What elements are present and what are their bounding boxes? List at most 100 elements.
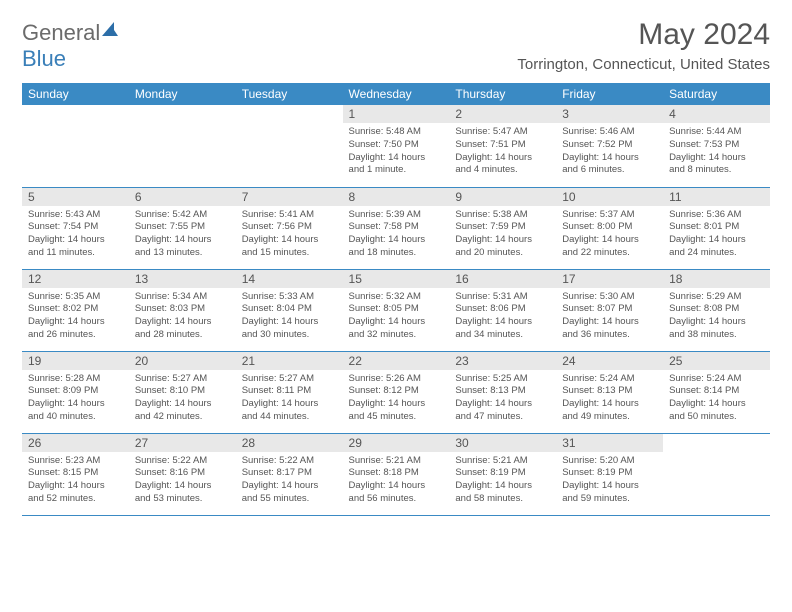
daylight-line: Daylight: 14 hours and 42 minutes. [135, 398, 230, 424]
day-number: 23 [449, 352, 556, 370]
day-number: 16 [449, 270, 556, 288]
day-data: Sunrise: 5:47 AMSunset: 7:51 PMDaylight:… [449, 123, 556, 181]
day-number: 13 [129, 270, 236, 288]
day-number: 4 [663, 105, 770, 123]
sunrise-line: Sunrise: 5:29 AM [669, 291, 764, 304]
sunset-line: Sunset: 8:00 PM [562, 221, 657, 234]
daylight-line: Daylight: 14 hours and 58 minutes. [455, 480, 550, 506]
sunset-line: Sunset: 7:52 PM [562, 139, 657, 152]
sunset-line: Sunset: 8:05 PM [349, 303, 444, 316]
day-data: Sunrise: 5:21 AMSunset: 8:19 PMDaylight:… [449, 452, 556, 510]
sunset-line: Sunset: 8:19 PM [562, 467, 657, 480]
sunrise-line: Sunrise: 5:24 AM [669, 373, 764, 386]
calendar-row: 19Sunrise: 5:28 AMSunset: 8:09 PMDayligh… [22, 351, 770, 433]
sunrise-line: Sunrise: 5:46 AM [562, 126, 657, 139]
calendar-cell: 16Sunrise: 5:31 AMSunset: 8:06 PMDayligh… [449, 269, 556, 351]
day-data: Sunrise: 5:33 AMSunset: 8:04 PMDaylight:… [236, 288, 343, 346]
daylight-line: Daylight: 14 hours and 36 minutes. [562, 316, 657, 342]
sunrise-line: Sunrise: 5:43 AM [28, 209, 123, 222]
calendar-cell: 2Sunrise: 5:47 AMSunset: 7:51 PMDaylight… [449, 105, 556, 187]
day-data: Sunrise: 5:27 AMSunset: 8:10 PMDaylight:… [129, 370, 236, 428]
daylight-line: Daylight: 14 hours and 32 minutes. [349, 316, 444, 342]
brand-text: General Blue [22, 18, 120, 72]
day-number: 31 [556, 434, 663, 452]
calendar-cell: 30Sunrise: 5:21 AMSunset: 8:19 PMDayligh… [449, 433, 556, 515]
sunset-line: Sunset: 8:01 PM [669, 221, 764, 234]
daylight-line: Daylight: 14 hours and 40 minutes. [28, 398, 123, 424]
day-number: 18 [663, 270, 770, 288]
day-number: 14 [236, 270, 343, 288]
day-number: 5 [22, 188, 129, 206]
weekday-header: Monday [129, 83, 236, 105]
day-data: Sunrise: 5:26 AMSunset: 8:12 PMDaylight:… [343, 370, 450, 428]
daylight-line: Daylight: 14 hours and 1 minute. [349, 152, 444, 178]
weekday-header: Wednesday [343, 83, 450, 105]
day-number: 10 [556, 188, 663, 206]
day-data: Sunrise: 5:42 AMSunset: 7:55 PMDaylight:… [129, 206, 236, 264]
day-number: 7 [236, 188, 343, 206]
day-number: 11 [663, 188, 770, 206]
daylight-line: Daylight: 14 hours and 18 minutes. [349, 234, 444, 260]
daylight-line: Daylight: 14 hours and 30 minutes. [242, 316, 337, 342]
daylight-line: Daylight: 14 hours and 34 minutes. [455, 316, 550, 342]
calendar-cell-empty [663, 433, 770, 515]
calendar-cell: 19Sunrise: 5:28 AMSunset: 8:09 PMDayligh… [22, 351, 129, 433]
day-number: 21 [236, 352, 343, 370]
daylight-line: Daylight: 14 hours and 55 minutes. [242, 480, 337, 506]
brand-name-b: Blue [22, 46, 66, 71]
sunset-line: Sunset: 8:18 PM [349, 467, 444, 480]
calendar-cell: 13Sunrise: 5:34 AMSunset: 8:03 PMDayligh… [129, 269, 236, 351]
daylight-line: Daylight: 14 hours and 28 minutes. [135, 316, 230, 342]
day-data: Sunrise: 5:23 AMSunset: 8:15 PMDaylight:… [22, 452, 129, 510]
sunset-line: Sunset: 7:50 PM [349, 139, 444, 152]
sunrise-line: Sunrise: 5:20 AM [562, 455, 657, 468]
calendar-row: 1Sunrise: 5:48 AMSunset: 7:50 PMDaylight… [22, 105, 770, 187]
sunrise-line: Sunrise: 5:38 AM [455, 209, 550, 222]
sunset-line: Sunset: 8:08 PM [669, 303, 764, 316]
daylight-line: Daylight: 14 hours and 52 minutes. [28, 480, 123, 506]
brand-logo: General Blue [22, 18, 120, 72]
day-data: Sunrise: 5:34 AMSunset: 8:03 PMDaylight:… [129, 288, 236, 346]
day-data: Sunrise: 5:28 AMSunset: 8:09 PMDaylight:… [22, 370, 129, 428]
sunrise-line: Sunrise: 5:21 AM [455, 455, 550, 468]
sunrise-line: Sunrise: 5:23 AM [28, 455, 123, 468]
sunset-line: Sunset: 7:53 PM [669, 139, 764, 152]
day-data: Sunrise: 5:25 AMSunset: 8:13 PMDaylight:… [449, 370, 556, 428]
day-number: 22 [343, 352, 450, 370]
sunrise-line: Sunrise: 5:34 AM [135, 291, 230, 304]
day-data: Sunrise: 5:24 AMSunset: 8:14 PMDaylight:… [663, 370, 770, 428]
calendar-cell: 25Sunrise: 5:24 AMSunset: 8:14 PMDayligh… [663, 351, 770, 433]
calendar-cell: 31 Sunrise: 5:20 AMSunset: 8:19 PMDayligh… [556, 433, 663, 515]
sunset-line: Sunset: 8:12 PM [349, 385, 444, 398]
day-number: 8 [343, 188, 450, 206]
daylight-line: Daylight: 14 hours and 26 minutes. [28, 316, 123, 342]
daylight-line: Daylight: 14 hours and 24 minutes. [669, 234, 764, 260]
sunrise-line: Sunrise: 5:35 AM [28, 291, 123, 304]
day-number: 2 [449, 105, 556, 123]
sunset-line: Sunset: 8:04 PM [242, 303, 337, 316]
calendar-cell-empty [236, 105, 343, 187]
calendar-cell: 5Sunrise: 5:43 AMSunset: 7:54 PMDaylight… [22, 187, 129, 269]
sunrise-line: Sunrise: 5:42 AM [135, 209, 230, 222]
day-number: 6 [129, 188, 236, 206]
calendar-cell: 23Sunrise: 5:25 AMSunset: 8:13 PMDayligh… [449, 351, 556, 433]
day-number: 9 [449, 188, 556, 206]
calendar-cell: 7Sunrise: 5:41 AMSunset: 7:56 PMDaylight… [236, 187, 343, 269]
sunset-line: Sunset: 8:15 PM [28, 467, 123, 480]
day-data: Sunrise: 5:41 AMSunset: 7:56 PMDaylight:… [236, 206, 343, 264]
calendar-cell: 24Sunrise: 5:24 AMSunset: 8:13 PMDayligh… [556, 351, 663, 433]
calendar-cell: 12Sunrise: 5:35 AMSunset: 8:02 PMDayligh… [22, 269, 129, 351]
title-block: May 2024 Torrington, Connecticut, United… [517, 18, 770, 73]
day-number: 17 [556, 270, 663, 288]
calendar-cell: 11Sunrise: 5:36 AMSunset: 8:01 PMDayligh… [663, 187, 770, 269]
sunset-line: Sunset: 8:07 PM [562, 303, 657, 316]
sunrise-line: Sunrise: 5:22 AM [242, 455, 337, 468]
daylight-line: Daylight: 14 hours and 59 minutes. [562, 480, 657, 506]
calendar-body: 1Sunrise: 5:48 AMSunset: 7:50 PMDaylight… [22, 105, 770, 515]
daylight-line: Daylight: 14 hours and 44 minutes. [242, 398, 337, 424]
sunset-line: Sunset: 7:54 PM [28, 221, 123, 234]
daylight-line: Daylight: 14 hours and 6 minutes. [562, 152, 657, 178]
weekday-header: Tuesday [236, 83, 343, 105]
day-data: Sunrise: 5:21 AMSunset: 8:18 PMDaylight:… [343, 452, 450, 510]
sunrise-line: Sunrise: 5:39 AM [349, 209, 444, 222]
